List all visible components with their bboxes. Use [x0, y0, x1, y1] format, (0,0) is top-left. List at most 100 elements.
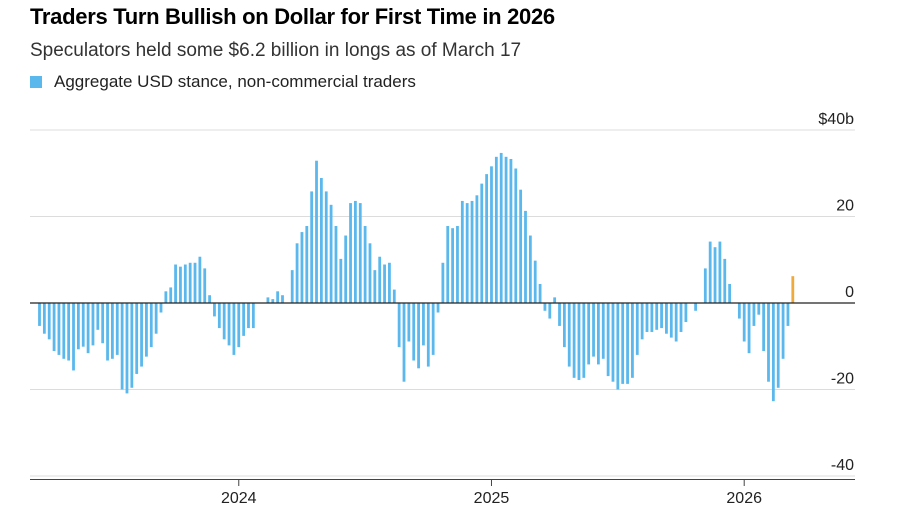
bar	[125, 303, 129, 394]
x-tick-label: 2025	[474, 490, 510, 507]
bar	[601, 303, 605, 359]
bar	[737, 303, 741, 319]
bar	[417, 303, 420, 369]
bar	[703, 268, 707, 303]
bar	[465, 203, 469, 303]
bar	[373, 270, 377, 303]
bar	[106, 303, 109, 361]
bar	[456, 226, 459, 303]
bar	[281, 295, 284, 303]
bar	[640, 303, 644, 340]
bar	[358, 203, 362, 303]
bar	[145, 303, 148, 357]
bar	[227, 303, 231, 346]
bar	[149, 303, 153, 348]
bar	[72, 303, 75, 371]
bar	[101, 303, 105, 344]
bar	[742, 303, 746, 342]
bar	[305, 226, 309, 303]
bar	[96, 303, 100, 330]
bar	[762, 303, 766, 352]
bar	[562, 303, 566, 348]
bar	[290, 270, 294, 303]
bar	[247, 303, 250, 329]
y-tick-label: -40	[831, 457, 854, 474]
y-tick-label: $40b	[818, 111, 854, 128]
bar	[319, 178, 323, 303]
bar	[422, 303, 425, 346]
bar	[446, 226, 450, 303]
bar	[154, 303, 158, 334]
bar	[213, 303, 216, 317]
bar	[728, 283, 732, 303]
bar	[499, 152, 503, 303]
bar	[388, 262, 391, 303]
bar	[135, 303, 139, 374]
bar	[533, 260, 537, 303]
bar	[718, 241, 722, 303]
legend-label: Aggregate USD stance, non-commercial tra…	[54, 72, 416, 91]
bar	[232, 303, 236, 355]
bar	[368, 243, 372, 303]
bar	[339, 258, 343, 303]
bar	[203, 268, 207, 303]
bar	[67, 303, 71, 361]
bar	[120, 303, 124, 390]
chart-title: Traders Turn Bullish on Dollar for First…	[30, 4, 555, 29]
bar	[354, 200, 357, 303]
bar	[674, 303, 678, 342]
bar	[752, 303, 756, 326]
bar	[655, 303, 659, 330]
bar	[582, 303, 586, 378]
bar	[558, 303, 561, 326]
bar	[42, 303, 46, 334]
bar	[786, 303, 790, 326]
x-tick-label: 2024	[221, 490, 257, 507]
bar	[426, 303, 430, 367]
bar	[62, 303, 66, 359]
x-tick-label: 2026	[726, 490, 762, 507]
bar	[509, 158, 513, 303]
bar	[524, 210, 527, 303]
bar	[130, 303, 134, 388]
bar	[767, 303, 770, 382]
bar	[587, 303, 591, 365]
bar	[514, 168, 518, 303]
bar	[115, 303, 119, 355]
bar	[407, 303, 411, 342]
bar	[271, 299, 275, 303]
bar	[237, 303, 241, 348]
bar	[208, 295, 211, 303]
bar	[412, 303, 416, 361]
bar	[159, 303, 163, 313]
bar	[528, 235, 532, 303]
bar	[572, 303, 576, 378]
bar	[310, 191, 314, 303]
bar	[460, 200, 464, 303]
bar	[485, 174, 489, 303]
bar	[217, 303, 221, 329]
bar	[684, 303, 688, 323]
bar	[490, 166, 493, 303]
bar	[538, 283, 542, 303]
bar	[441, 262, 445, 303]
bar	[363, 226, 367, 303]
bar	[164, 291, 168, 303]
bar	[543, 303, 547, 311]
bar	[344, 235, 348, 303]
bar	[436, 303, 440, 313]
bar	[174, 264, 177, 303]
bar	[193, 262, 197, 303]
bar	[86, 303, 90, 354]
bar	[392, 289, 396, 303]
bar	[679, 303, 683, 332]
bar	[504, 156, 508, 303]
bar	[577, 303, 581, 380]
bar-latest	[791, 276, 795, 303]
bar	[266, 297, 270, 303]
legend: Aggregate USD stance, non-commercial tra…	[30, 72, 416, 92]
bar	[140, 303, 143, 367]
bar	[276, 291, 280, 303]
bar	[708, 241, 712, 303]
bar	[111, 303, 114, 359]
